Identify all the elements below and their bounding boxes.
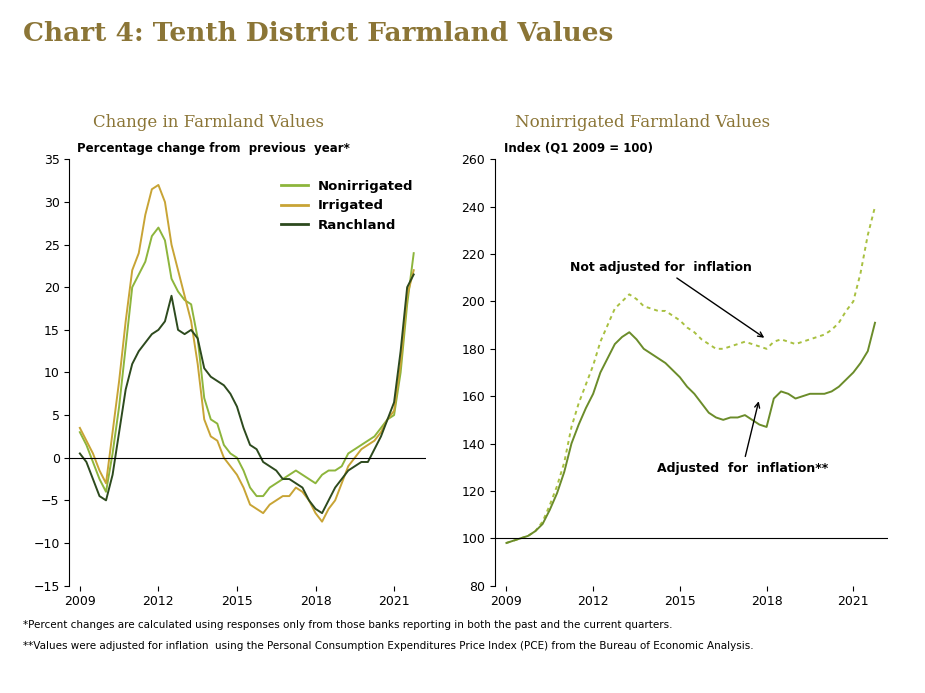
Text: Chart 4: Tenth District Farmland Values: Chart 4: Tenth District Farmland Values <box>23 21 613 46</box>
Text: Not adjusted for  inflation: Not adjusted for inflation <box>570 261 763 337</box>
Legend: Nonirrigated, Irrigated, Ranchland: Nonirrigated, Irrigated, Ranchland <box>276 175 419 237</box>
Text: Change in Farmland Values: Change in Farmland Values <box>92 114 324 132</box>
Text: **Values were adjusted for inflation  using the Personal Consumption Expenditure: **Values were adjusted for inflation usi… <box>23 641 754 651</box>
Text: Percentage change from  previous  year*: Percentage change from previous year* <box>77 142 350 155</box>
Text: *Percent changes are calculated using responses only from those banks reporting : *Percent changes are calculated using re… <box>23 620 672 630</box>
Text: Nonirrigated Farmland Values: Nonirrigated Farmland Values <box>515 114 771 132</box>
Text: Adjusted  for  inflation**: Adjusted for inflation** <box>657 403 828 475</box>
Text: Index (Q1 2009 = 100): Index (Q1 2009 = 100) <box>503 141 652 155</box>
